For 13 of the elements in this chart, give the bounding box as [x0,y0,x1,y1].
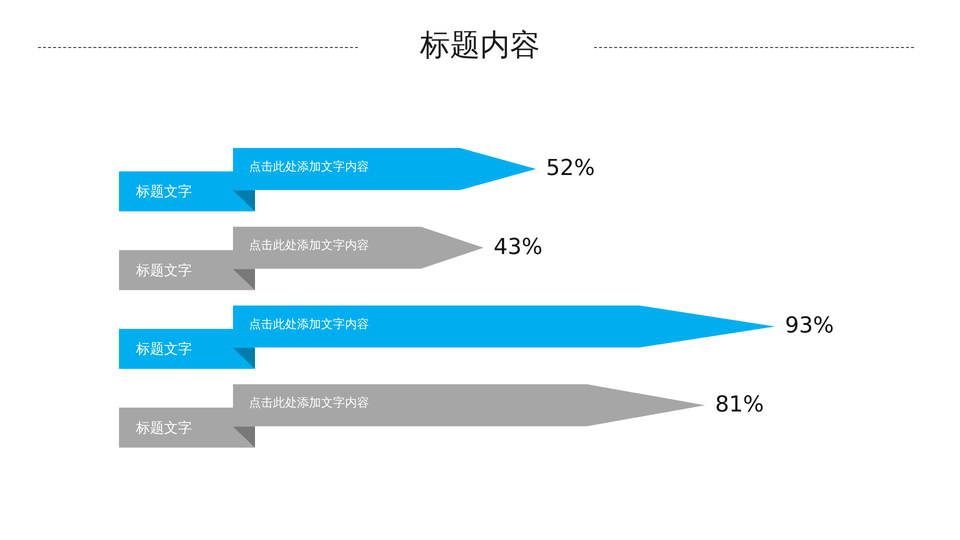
data-label: 81% [715,392,764,418]
y-tick-label: 标题文字 [135,184,192,200]
y-tick-label: 标题文字 [135,342,192,358]
y-tick-label: 标题文字 [135,420,192,436]
chart-title: 标题内容 [420,27,540,65]
data-label: 52% [546,156,595,182]
annotation: 点击此处添加文字内容 [249,238,369,252]
annotation: 点击此处添加文字内容 [249,159,369,174]
annotation: 点击此处添加文字内容 [249,396,369,410]
data-label: 43% [494,234,543,260]
y-tick-label: 标题文字 [135,262,192,279]
data-label: 93% [785,314,834,339]
annotation: 点击此处添加文字内容 [249,316,369,331]
